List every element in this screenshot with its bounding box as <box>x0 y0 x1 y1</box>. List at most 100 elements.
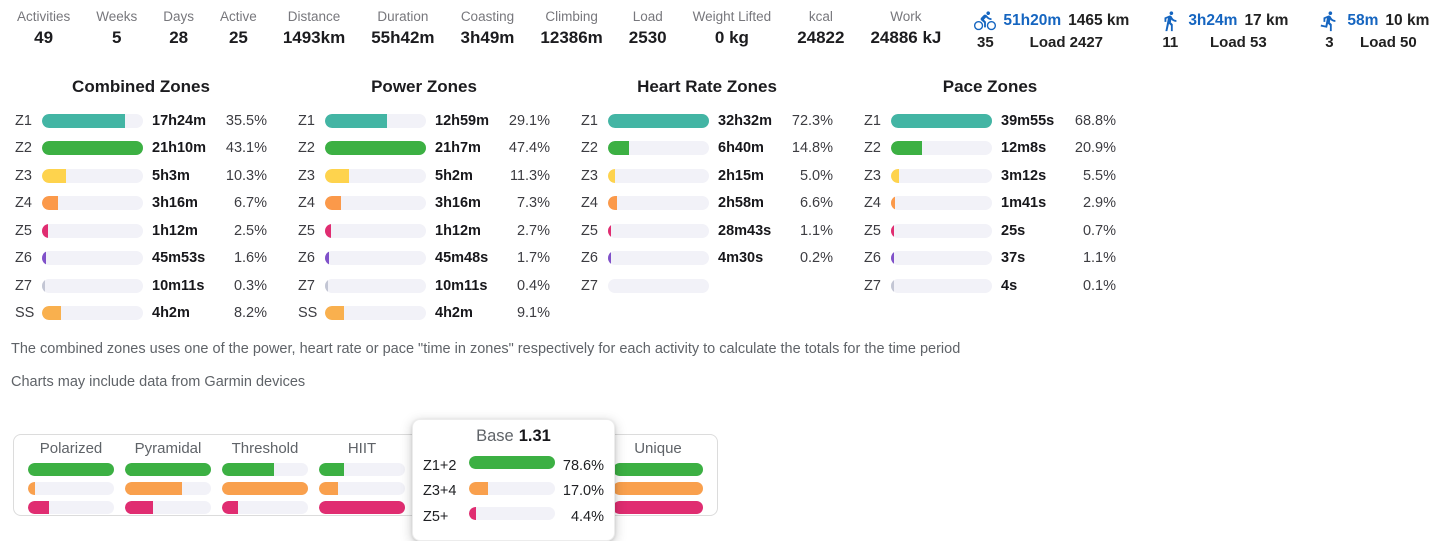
zone-label: Z3 <box>15 167 32 184</box>
zone-percent-value: 0.1% <box>1082 277 1116 294</box>
zone-bar-track <box>325 168 426 183</box>
chart-combined-zones: Combined Zones Z1 17h24m 35.5% Z2 21h10m 43.1%… <box>10 77 293 327</box>
base-row-label: Z1+2 <box>423 457 457 474</box>
stat-coasting: Coasting 3h49m <box>448 8 528 49</box>
high-zone-bar-fill <box>28 501 49 514</box>
high-zone-bar-fill <box>319 501 405 514</box>
zone-row-z4: Z4 3h16m 7.3% <box>298 190 576 218</box>
archetype-polarized[interactable]: Polarized <box>23 440 119 520</box>
zone-percent-value: 11.3% <box>509 167 550 184</box>
zone-bar-fill <box>325 113 387 128</box>
low-zone-bar-fill <box>28 463 114 476</box>
stat-value: 25 <box>228 28 248 47</box>
low-zone-bar-track <box>28 463 114 476</box>
archetype-pyramidal[interactable]: Pyramidal <box>120 440 216 520</box>
zone-row-ss: SS 4h2m 9.1% <box>298 300 576 328</box>
zone-bar-fill <box>891 196 896 211</box>
zone-row-z5: Z5 28m43s 1.1% <box>581 217 859 245</box>
base-bar-track <box>469 481 555 495</box>
zone-label: Z2 <box>15 140 32 157</box>
mid-zone-bar-track <box>125 482 211 495</box>
zone-row-ss: SS 4h2m 8.2% <box>15 300 293 328</box>
zone-label: Z6 <box>581 250 598 267</box>
sport-total-bike: 51h20m 1465 km 35 Load 2427 <box>974 10 1129 51</box>
stat-label: Active <box>220 9 257 24</box>
zone-bar-fill <box>891 168 900 183</box>
zone-percent-value: 8.2% <box>233 305 267 322</box>
zone-bar-fill <box>608 113 709 128</box>
stat-label: Days <box>163 9 195 24</box>
low-zone-bar-track <box>222 463 308 476</box>
base-bar-fill <box>469 456 555 470</box>
zone-label: Z3 <box>864 167 881 184</box>
zone-bar-track <box>42 141 143 156</box>
sport-time: 3h24m <box>1188 12 1238 29</box>
base-bar-track <box>469 456 555 470</box>
zone-bar-fill <box>325 196 341 211</box>
sport-load: Load 53 <box>1210 34 1267 51</box>
zone-row-z5: Z5 1h12m 2.5% <box>15 217 293 245</box>
zone-row-z6: Z6 45m53s 1.6% <box>15 245 293 273</box>
zone-bar-fill <box>325 278 328 293</box>
sport-activity-count: 35 <box>977 34 994 51</box>
zone-time-value: 21h10m <box>152 140 207 157</box>
mid-zone-bar-fill <box>222 482 308 495</box>
zone-bar-track <box>42 223 143 238</box>
zone-row-z7: Z7 <box>581 272 859 300</box>
zone-row-z6: Z6 37s 1.1% <box>864 245 1142 273</box>
chart-title: Heart Rate Zones <box>637 77 777 96</box>
stat-activities: Activities 49 <box>4 8 83 49</box>
mid-zone-bar-track <box>613 482 703 495</box>
archetype-label: HIIT <box>347 440 377 457</box>
low-zone-bar-track <box>319 463 405 476</box>
archetype-hiit[interactable]: HIIT <box>314 440 410 520</box>
zone-row-z3: Z3 2h15m 5.0% <box>581 162 859 190</box>
zone-time-value: 12h59m <box>435 112 490 129</box>
zone-percent-value: 5.5% <box>1082 167 1116 184</box>
sport-distance: 1465 km <box>1068 12 1130 29</box>
zone-bar-fill <box>325 306 345 321</box>
zone-bar-track <box>891 168 992 183</box>
zone-time-value: 10m11s <box>152 277 205 294</box>
zone-bar-track <box>891 196 992 211</box>
zone-row-z2: Z2 21h7m 47.4% <box>298 135 576 163</box>
zone-bar-fill <box>891 113 992 128</box>
base-row-percent: 4.4% <box>570 508 604 525</box>
sport-distance: 10 km <box>1385 12 1430 29</box>
combined-zones-note: The combined zones uses one of the power… <box>11 341 961 357</box>
sport-activity-count: 11 <box>1162 34 1179 51</box>
archetype-label: Threshold <box>231 440 299 457</box>
stat-duration: Duration 55h42m <box>358 8 447 49</box>
archetype-threshold[interactable]: Threshold <box>217 440 313 520</box>
zone-percent-value: 2.7% <box>516 222 550 239</box>
zone-row-z1: Z1 17h24m 35.5% <box>15 107 293 135</box>
stat-work: Work 24886 kJ <box>857 8 954 49</box>
archetype-label: Polarized <box>39 440 103 457</box>
zone-bar-track <box>325 251 426 266</box>
zone-bar-fill <box>891 251 894 266</box>
zone-percent-value: 2.5% <box>233 222 267 239</box>
high-zone-bar-track <box>613 501 703 514</box>
archetype-unique[interactable]: Unique <box>610 440 706 520</box>
low-zone-bar-fill <box>319 463 344 476</box>
zone-bar-fill <box>325 141 426 156</box>
stat-value: 0 kg <box>714 28 749 47</box>
walk-icon <box>1164 11 1177 32</box>
base-tooltip-title: Base 1.31 <box>423 427 604 449</box>
zone-label: Z2 <box>864 140 881 157</box>
zone-time-value: 21h7m <box>435 140 481 157</box>
zone-label: Z5 <box>298 222 315 239</box>
stat-value: 55h42m <box>371 28 435 47</box>
zone-time-value: 5h2m <box>435 167 473 184</box>
zone-label: Z3 <box>581 167 598 184</box>
zone-percent-value: 0.4% <box>516 277 550 294</box>
zone-time-value: 3m12s <box>1001 167 1047 184</box>
zone-label: Z5 <box>581 222 598 239</box>
zone-bar-track <box>891 251 992 266</box>
zone-percent-value: 9.1% <box>516 305 550 322</box>
zone-time-value: 4h2m <box>152 305 190 322</box>
zone-bar-fill <box>325 251 329 266</box>
zone-time-value: 28m43s <box>718 222 772 239</box>
stat-label: Load <box>632 9 663 24</box>
sport-time: 58m <box>1347 12 1379 29</box>
